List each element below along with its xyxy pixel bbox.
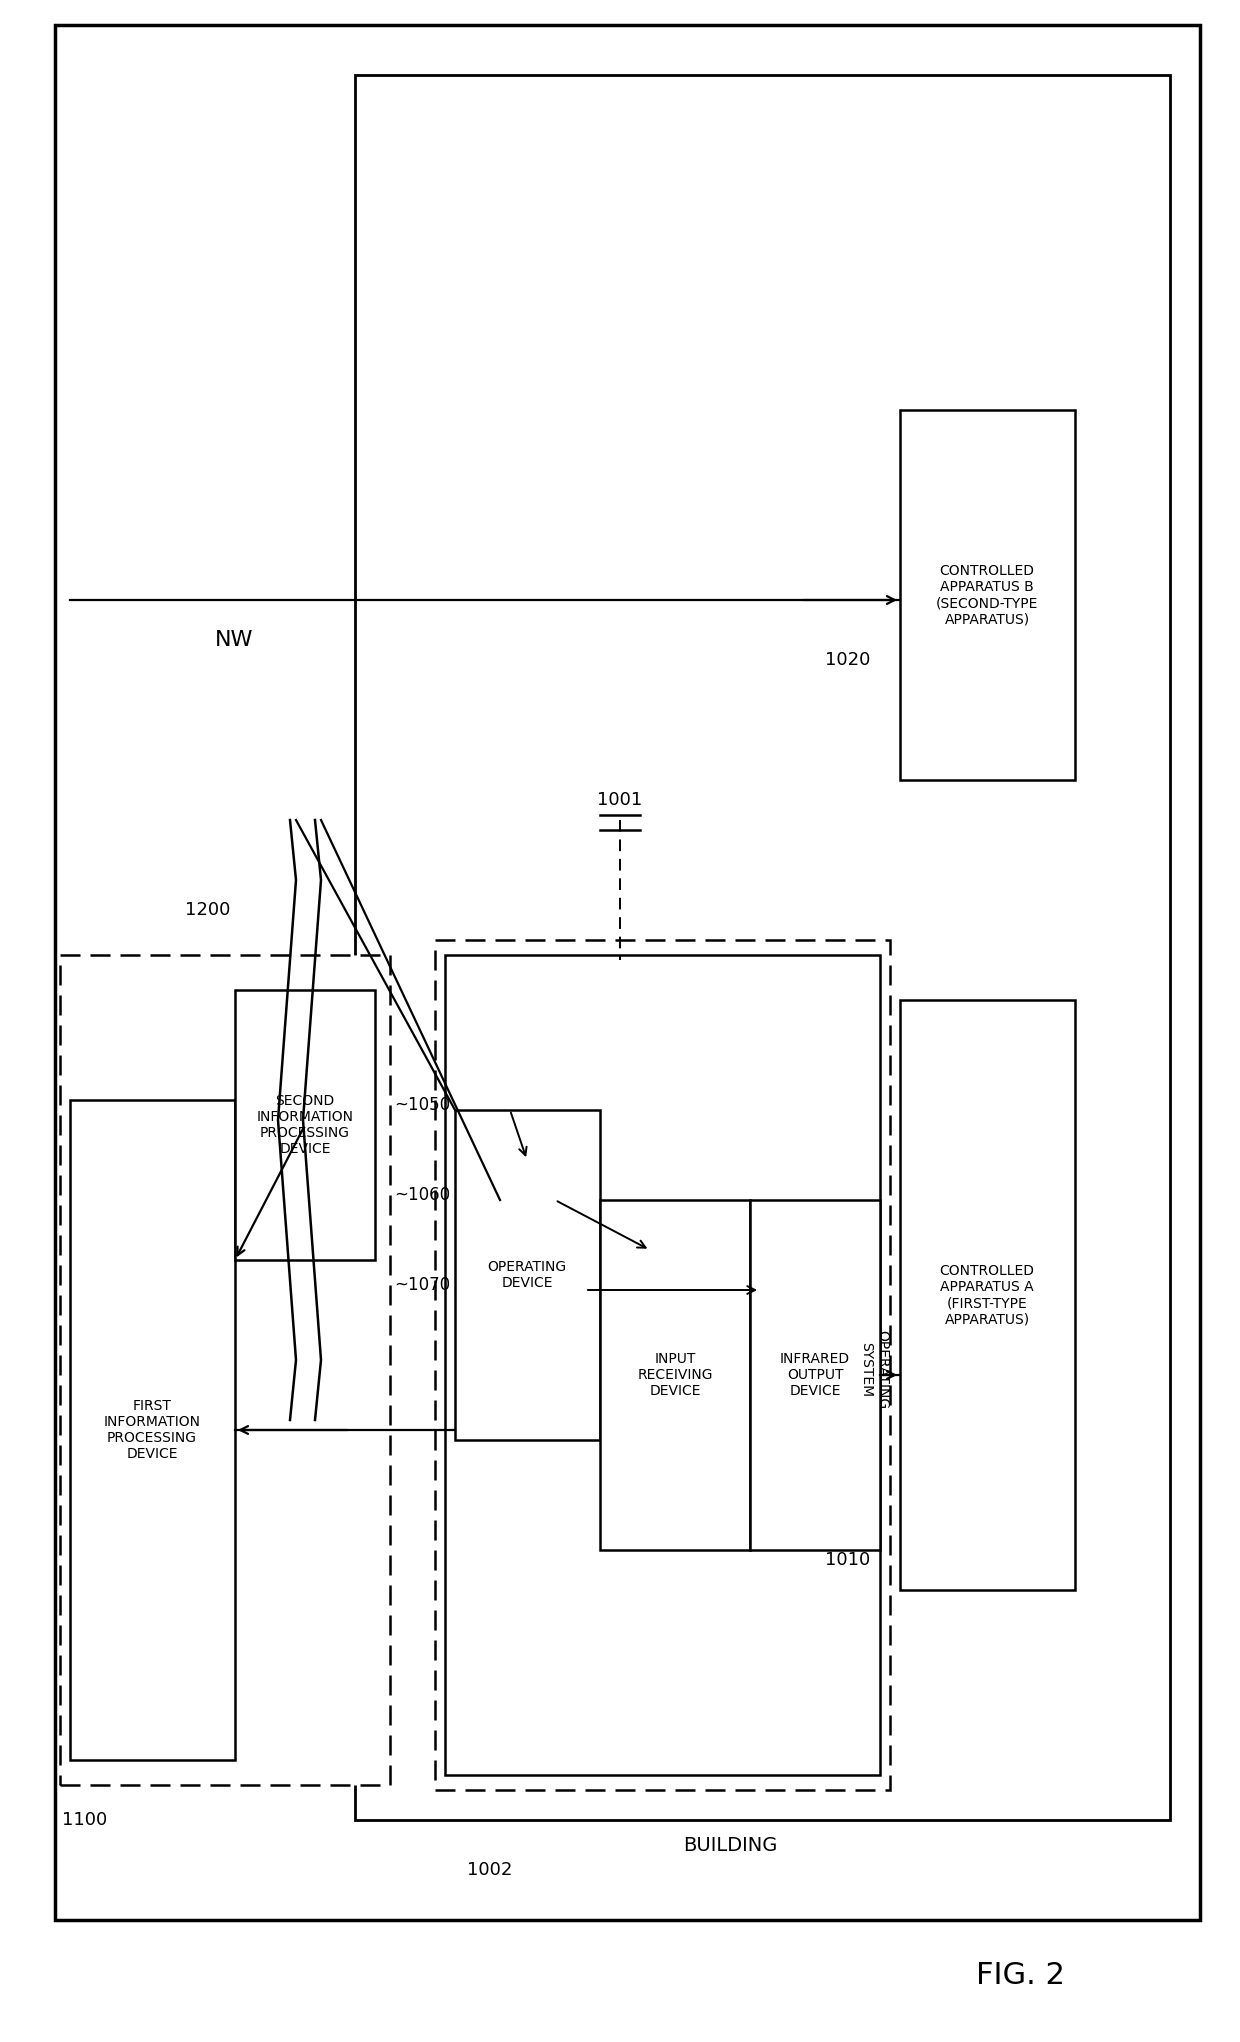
Bar xyxy=(600,1201,750,1550)
Text: FIG. 2: FIG. 2 xyxy=(976,1960,1064,1989)
Text: OPERATING
SYSTEM: OPERATING SYSTEM xyxy=(859,1331,889,1409)
Bar xyxy=(445,956,880,1774)
Bar xyxy=(455,1111,600,1440)
Text: 1010: 1010 xyxy=(825,1552,870,1568)
Text: 1001: 1001 xyxy=(598,790,642,809)
Text: 1020: 1020 xyxy=(825,651,870,670)
Bar xyxy=(900,1001,1075,1591)
Bar xyxy=(435,939,890,1791)
Text: CONTROLLED
APPARATUS A
(FIRST-TYPE
APPARATUS): CONTROLLED APPARATUS A (FIRST-TYPE APPAR… xyxy=(940,1264,1034,1327)
Text: NW: NW xyxy=(215,631,253,649)
Text: INPUT
RECEIVING
DEVICE: INPUT RECEIVING DEVICE xyxy=(637,1352,713,1399)
Text: ~1050: ~1050 xyxy=(394,1097,450,1115)
Bar xyxy=(60,956,391,1785)
Text: INFRARED
OUTPUT
DEVICE: INFRARED OUTPUT DEVICE xyxy=(780,1352,851,1399)
Text: BUILDING: BUILDING xyxy=(683,1836,777,1854)
Text: 1200: 1200 xyxy=(185,901,231,919)
Bar xyxy=(236,990,374,1260)
Bar xyxy=(355,76,1171,1819)
Bar xyxy=(900,410,1075,780)
Text: FIRST
INFORMATION
PROCESSING
DEVICE: FIRST INFORMATION PROCESSING DEVICE xyxy=(103,1399,201,1462)
Bar xyxy=(69,1101,236,1760)
Text: CONTROLLED
APPARATUS B
(SECOND-TYPE
APPARATUS): CONTROLLED APPARATUS B (SECOND-TYPE APPA… xyxy=(936,564,1038,627)
Text: ~1060: ~1060 xyxy=(394,1186,450,1205)
Text: SECOND
INFORMATION
PROCESSING
DEVICE: SECOND INFORMATION PROCESSING DEVICE xyxy=(257,1095,353,1156)
Text: OPERATING
DEVICE: OPERATING DEVICE xyxy=(487,1260,567,1291)
Bar xyxy=(750,1201,880,1550)
Text: 1100: 1100 xyxy=(62,1811,107,1830)
Text: 1002: 1002 xyxy=(467,1860,512,1879)
Text: ~1070: ~1070 xyxy=(394,1276,450,1295)
